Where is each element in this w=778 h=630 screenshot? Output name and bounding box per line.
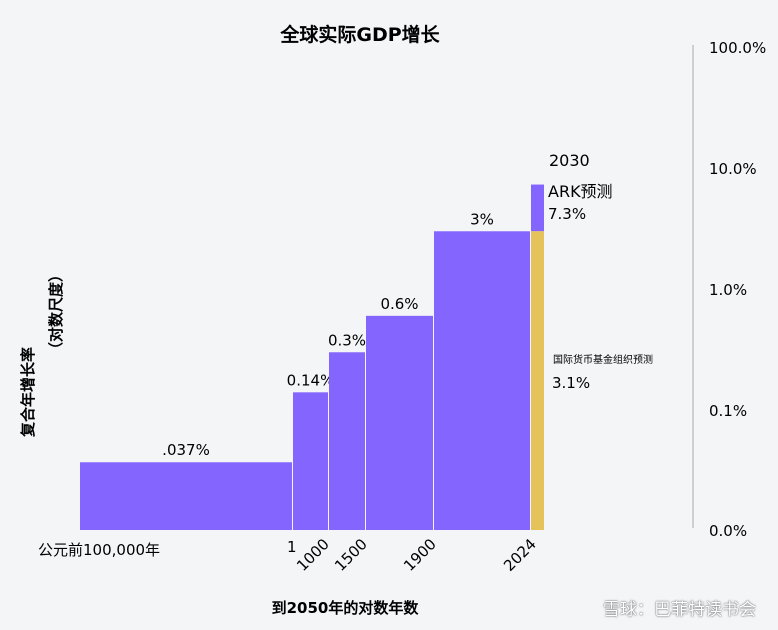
ark-forecast-value: 7.3%: [548, 205, 586, 223]
bar-value-label: 3%: [470, 210, 494, 228]
imf-forecast-bar: [531, 231, 544, 531]
bar: [293, 392, 328, 530]
y-tick-label: 100.0%: [709, 39, 766, 57]
x-tick-label: 1900: [400, 535, 440, 575]
watermark: 雪球：巴菲特读书会: [603, 600, 756, 620]
bar-value-label: 0.3%: [328, 331, 366, 349]
x-tick-label: 1500: [331, 535, 371, 575]
x-axis-title: 到2050年的对数年数: [272, 599, 420, 617]
ark-forecast-bar: [531, 184, 544, 232]
forecast-year-label: 2030: [549, 151, 590, 170]
bar-value-label: .037%: [162, 441, 210, 459]
x-tick-label: 1000: [293, 535, 333, 575]
y-tick-label: 1.0%: [709, 281, 747, 299]
y-axis-title: 复合年增长率: [19, 347, 37, 438]
bar-value-label: 0.6%: [380, 295, 418, 313]
chart-title: 全球实际GDP增长: [279, 23, 440, 46]
x-tick-label: 2024: [500, 535, 540, 575]
imf-forecast-name: 国际货币基金组织预测: [553, 353, 653, 366]
y-axis-subtitle: （对数尺度）: [47, 267, 65, 357]
y-tick-label: 0.0%: [709, 522, 747, 540]
imf-forecast-value: 3.1%: [552, 374, 590, 392]
ark-forecast-name: ARK预测: [548, 182, 613, 201]
bar: [434, 231, 530, 531]
y-tick-label: 0.1%: [709, 402, 747, 420]
x-tick-label: 公元前100,000年: [38, 541, 160, 559]
bar: [366, 315, 433, 530]
bar: [80, 462, 292, 530]
bar: [329, 352, 365, 530]
y-tick-label: 10.0%: [709, 160, 757, 178]
bar-value-label: 0.14%: [287, 371, 335, 389]
x-tick-label: 1: [287, 538, 297, 556]
